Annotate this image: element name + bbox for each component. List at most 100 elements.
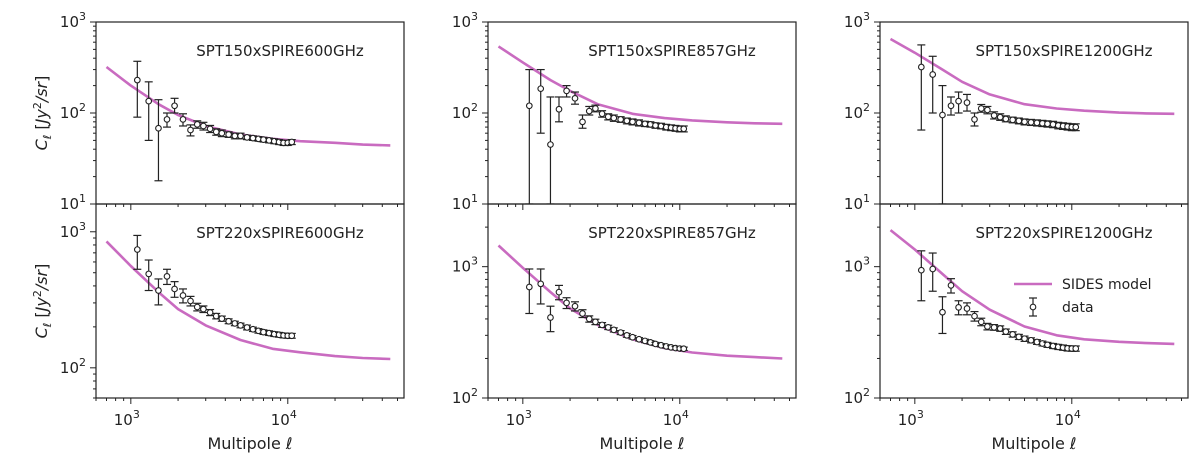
panel-2-data-point [554, 96, 563, 123]
panel-5-data-marker [598, 321, 606, 329]
panel-1-data-point [133, 60, 142, 118]
panel-4-data-marker [193, 303, 201, 311]
panel-1-data-point [170, 97, 179, 114]
panel-1-data-marker [171, 102, 178, 110]
panel-6-data-marker [1002, 328, 1010, 336]
panel-3-data-marker [929, 71, 937, 78]
panel-5-data-marker [525, 283, 533, 291]
panel-5-data-marker [579, 310, 586, 317]
panel-2-data-point [525, 68, 534, 204]
panel-6-data-point [917, 250, 926, 302]
panel-4-data-point [179, 288, 188, 304]
legend-data-label: data [1062, 300, 1094, 316]
legend-model-label: SIDES model [1062, 277, 1152, 293]
panel-4-data-marker [218, 315, 226, 322]
panel-3-data-point [928, 55, 937, 114]
panel-6-ytick-label: 103 [844, 255, 870, 276]
panel-6-plot-area [889, 229, 1175, 352]
panel-1: 101 102 103 SPT150xSPIRE600GHz Cℓ [Jy2/sr] [31, 10, 405, 213]
panel-2-ytick-label: 102 [452, 101, 478, 122]
panel-1-data-marker [231, 132, 239, 140]
panel-5-ytick-label: 103 [452, 255, 478, 276]
panel-2-data-marker [585, 107, 593, 115]
panel-5-data-marker [592, 318, 599, 326]
panel-5-xtick-label: 104 [663, 408, 689, 429]
panel-6-frame [879, 203, 1189, 399]
panel-3-data-marker [977, 105, 985, 112]
panel-2-ytick-label: 103 [452, 10, 478, 31]
panel-1-data-point [243, 134, 252, 141]
panel-1-data-point [144, 81, 153, 141]
panel-1-data-marker [145, 97, 153, 105]
panel-2: 101 102 103 SPT150xSPIRE857GHz [452, 10, 797, 213]
panel-4-data-point [186, 295, 195, 307]
panel-3-plot-area [889, 37, 1175, 204]
panel-3-data-point [963, 93, 972, 112]
panel-4-data-marker [133, 246, 141, 253]
panel-6-title: SPT220xSPIRE1200GHz [975, 224, 1152, 242]
panel-3-data-marker [1021, 118, 1028, 126]
panel-5-data-marker [555, 288, 563, 296]
panel-6-data-marker [977, 318, 985, 326]
panel-4-ytick-label: 102 [60, 356, 86, 377]
panel-2-data-marker [680, 125, 688, 133]
panel-3-data-point [1059, 122, 1068, 131]
panel-3-data-marker [990, 112, 998, 119]
panel-1-data-marker [163, 116, 171, 123]
panel-3-data-marker [917, 63, 925, 71]
panel-3-data-marker [996, 113, 1004, 121]
panel-5-ytick-label: 102 [452, 386, 478, 407]
panel-6-data-point [1020, 335, 1029, 343]
panel-4-data-marker [225, 317, 233, 325]
panel-4-data-point [144, 259, 153, 292]
panel-1-data-point [154, 99, 163, 182]
panel-6-data-point [1027, 336, 1036, 344]
panel-4-data-point [206, 308, 215, 317]
panel-3-data-point [1001, 115, 1010, 123]
panel-6-data-marker [971, 312, 978, 320]
panel-6-data-marker [984, 323, 991, 330]
panel-6-data-point [1001, 328, 1010, 336]
panel-2-data-marker [571, 94, 579, 102]
panel-2-data-point [578, 114, 587, 129]
panel-6: 102 103 103 104 SPT220xSPIRE1200GHz Multipole… [844, 203, 1189, 453]
panel-1-data-point [199, 121, 208, 131]
panel-1-data-marker [225, 131, 233, 138]
panel-4-plot-area [105, 234, 391, 361]
panel-1-data-point [236, 132, 245, 140]
panel-2-data-marker [579, 118, 586, 126]
panel-6-xtick-label: 104 [1055, 408, 1081, 429]
panel-4-data-point [270, 330, 279, 338]
panel-5-data-marker [680, 345, 688, 353]
panel-1-data-marker [179, 116, 187, 123]
panel-1-plot-area [105, 60, 391, 182]
panel-6-data-marker [955, 304, 962, 311]
panel-1-data-marker [237, 132, 244, 140]
panel-6-data-marker [1009, 331, 1017, 338]
panel-2-data-point [585, 105, 594, 116]
panel-3-data-marker [1002, 115, 1010, 123]
panel-3-data-point [990, 111, 999, 120]
panel-5-data-point [578, 309, 587, 319]
panel-5-data-point [679, 345, 688, 353]
panel-6-data-marker [1021, 335, 1028, 343]
panel-2-data-point [562, 85, 571, 98]
panel-6-data-marker [929, 265, 937, 273]
panel-3-title: SPT150xSPIRE1200GHz [975, 42, 1152, 60]
panel-3-data-point [1071, 123, 1080, 132]
panel-5: 102 103 103 104 SPT220xSPIRE857GHz Multipole … [452, 203, 797, 453]
panel-2-data-point [546, 96, 555, 204]
panel-5-data-marker [610, 326, 618, 334]
panel-1-data-point [179, 113, 188, 127]
panel-5-data-point [609, 326, 618, 334]
panel-6-data-marker [990, 324, 998, 331]
panel-6-data-marker [1015, 333, 1023, 341]
panel-4-xtick-label: 103 [114, 408, 140, 429]
panel-4-data-marker [265, 329, 273, 337]
panel-1-data-point [224, 131, 233, 138]
panel-6-xtick-label: 103 [898, 408, 924, 429]
panel-4-data-marker [171, 285, 178, 293]
panel-2-data-marker [610, 114, 618, 122]
panel-1-data-marker [218, 129, 226, 137]
